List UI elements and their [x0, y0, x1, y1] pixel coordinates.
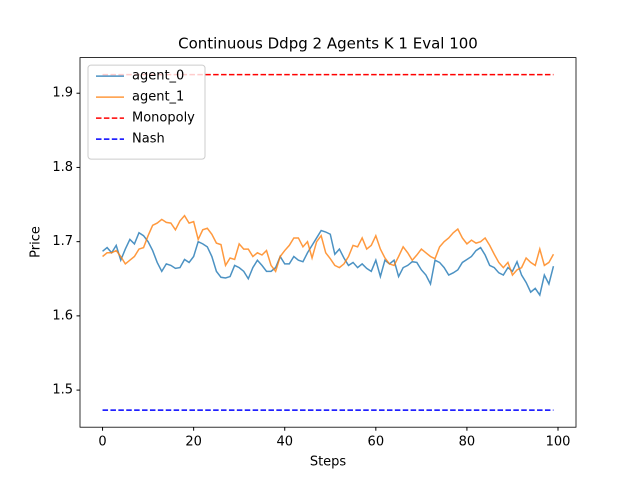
x-tick-label: 80: [459, 435, 476, 450]
series-line: [102, 214, 555, 277]
x-tick-label: 60: [368, 435, 385, 450]
y-tick-label: 1.7: [52, 234, 73, 249]
legend-label: Monopoly: [132, 111, 195, 126]
x-tick-label: 20: [185, 435, 202, 450]
x-tick-label: 100: [546, 435, 571, 450]
x-tick-label: 40: [276, 435, 293, 450]
legend-label: agent_0: [132, 69, 184, 84]
legend-label: Nash: [132, 132, 165, 147]
x-axis-label: Steps: [310, 455, 347, 470]
legend-label: agent_1: [132, 90, 184, 105]
chart-title: Continuous Ddpg 2 Agents K 1 Eval 100: [178, 35, 478, 53]
y-tick-label: 1.8: [52, 160, 73, 175]
legend-box: [87, 64, 206, 160]
x-tick-label: 0: [98, 435, 106, 450]
plot-frame: [79, 57, 577, 428]
y-tick-label: 1.6: [52, 308, 73, 323]
legend: agent_0 agent_1 Monopoly Nash: [87, 64, 206, 160]
series-line: [102, 229, 555, 297]
y-tick-label: 1.5: [52, 383, 73, 398]
y-axis-label: Price: [29, 226, 44, 258]
y-tick-label: 1.9: [52, 86, 73, 101]
